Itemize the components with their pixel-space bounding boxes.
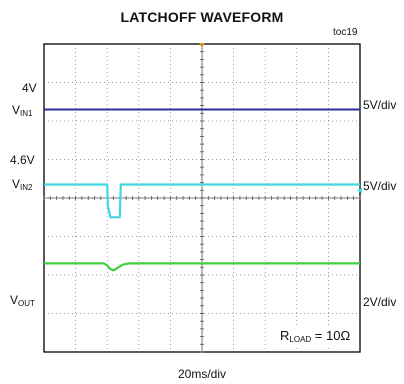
trigger-marker bbox=[199, 43, 205, 48]
figure-id: toc19 bbox=[333, 27, 358, 38]
vin1-level-label: 4V bbox=[22, 81, 37, 95]
timebase-label: 20ms/div bbox=[177, 367, 227, 381]
vin2-level-label: 4.6V bbox=[10, 153, 35, 167]
vin2-scale-label: 5V/div bbox=[363, 179, 397, 193]
vout-scale-label: 2V/div bbox=[363, 295, 397, 309]
vin1-scale-label: 5V/div bbox=[363, 98, 397, 112]
vout-channel-label: VOUT bbox=[10, 293, 35, 308]
vin1-channel-label: VIN1 bbox=[12, 103, 33, 118]
trace-vout bbox=[44, 262, 360, 272]
chart-title: LATCHOFF WAVEFORM bbox=[120, 9, 284, 25]
vin2-level-marker bbox=[357, 187, 362, 194]
trace-vin2 bbox=[44, 183, 360, 219]
load-annotation: RLOAD = 10Ω bbox=[278, 328, 353, 345]
vin2-channel-label: VIN2 bbox=[12, 177, 33, 192]
